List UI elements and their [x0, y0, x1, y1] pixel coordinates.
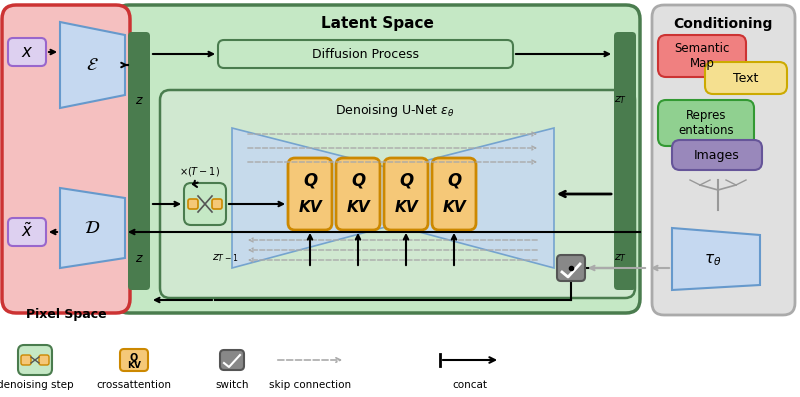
FancyBboxPatch shape	[188, 199, 198, 209]
FancyBboxPatch shape	[432, 158, 476, 230]
Text: Pixel Space: Pixel Space	[26, 308, 106, 321]
FancyBboxPatch shape	[39, 355, 49, 365]
Polygon shape	[393, 128, 554, 268]
Text: KV: KV	[127, 362, 141, 370]
Text: Text: Text	[734, 71, 758, 85]
Text: Diffusion Process: Diffusion Process	[311, 48, 418, 60]
Text: $\mathcal{D}$: $\mathcal{D}$	[84, 219, 100, 237]
Text: switch: switch	[215, 380, 249, 390]
FancyBboxPatch shape	[384, 158, 428, 230]
Text: $\tilde{x}$: $\tilde{x}$	[21, 223, 34, 241]
Text: Q: Q	[130, 352, 138, 362]
Text: $\times(T-1)$: $\times(T-1)$	[179, 166, 221, 179]
Text: $z_T$: $z_T$	[614, 94, 627, 106]
Text: Q: Q	[351, 171, 365, 189]
Text: $x$: $x$	[21, 43, 34, 61]
Polygon shape	[60, 188, 125, 268]
Polygon shape	[60, 22, 125, 108]
Text: Q: Q	[303, 171, 317, 189]
FancyBboxPatch shape	[652, 5, 795, 315]
FancyBboxPatch shape	[160, 90, 635, 298]
Text: skip connection: skip connection	[269, 380, 351, 390]
Text: Images: Images	[694, 148, 740, 162]
Text: $z_{T-1}$: $z_{T-1}$	[212, 252, 238, 264]
FancyBboxPatch shape	[220, 350, 244, 370]
Text: KV: KV	[346, 200, 370, 216]
Text: KV: KV	[394, 200, 418, 216]
FancyBboxPatch shape	[705, 62, 787, 94]
Text: Semantic
Map: Semantic Map	[674, 42, 730, 70]
FancyBboxPatch shape	[8, 218, 46, 246]
FancyBboxPatch shape	[120, 349, 148, 371]
Text: $\tau_\theta$: $\tau_\theta$	[704, 252, 722, 268]
FancyBboxPatch shape	[288, 158, 332, 230]
Polygon shape	[672, 228, 760, 290]
Text: crossattention: crossattention	[97, 380, 171, 390]
FancyBboxPatch shape	[658, 35, 746, 77]
FancyBboxPatch shape	[336, 158, 380, 230]
FancyBboxPatch shape	[18, 345, 52, 375]
FancyBboxPatch shape	[8, 38, 46, 66]
FancyBboxPatch shape	[21, 355, 31, 365]
FancyBboxPatch shape	[672, 140, 762, 170]
Text: KV: KV	[442, 200, 466, 216]
Text: Q: Q	[399, 171, 413, 189]
Text: Latent Space: Latent Space	[321, 16, 434, 31]
Text: Conditioning: Conditioning	[674, 17, 773, 31]
FancyBboxPatch shape	[212, 199, 222, 209]
Text: $z$: $z$	[134, 94, 143, 106]
FancyBboxPatch shape	[557, 255, 585, 281]
Polygon shape	[232, 128, 393, 268]
FancyBboxPatch shape	[115, 5, 640, 313]
FancyBboxPatch shape	[614, 32, 636, 290]
Text: Denoising U-Net $\epsilon_\theta$: Denoising U-Net $\epsilon_\theta$	[335, 102, 455, 119]
Text: denoising step: denoising step	[0, 380, 74, 390]
FancyBboxPatch shape	[184, 183, 226, 225]
Text: $\mathcal{E}$: $\mathcal{E}$	[86, 56, 98, 74]
Text: KV: KV	[298, 200, 322, 216]
Text: $z_T$: $z_T$	[614, 252, 627, 264]
FancyBboxPatch shape	[218, 40, 513, 68]
Text: Q: Q	[447, 171, 461, 189]
Text: $z$: $z$	[134, 252, 143, 264]
FancyBboxPatch shape	[128, 32, 150, 290]
Text: concat: concat	[453, 380, 487, 390]
Text: Repres
entations: Repres entations	[678, 109, 734, 137]
FancyBboxPatch shape	[2, 5, 130, 313]
FancyBboxPatch shape	[658, 100, 754, 146]
